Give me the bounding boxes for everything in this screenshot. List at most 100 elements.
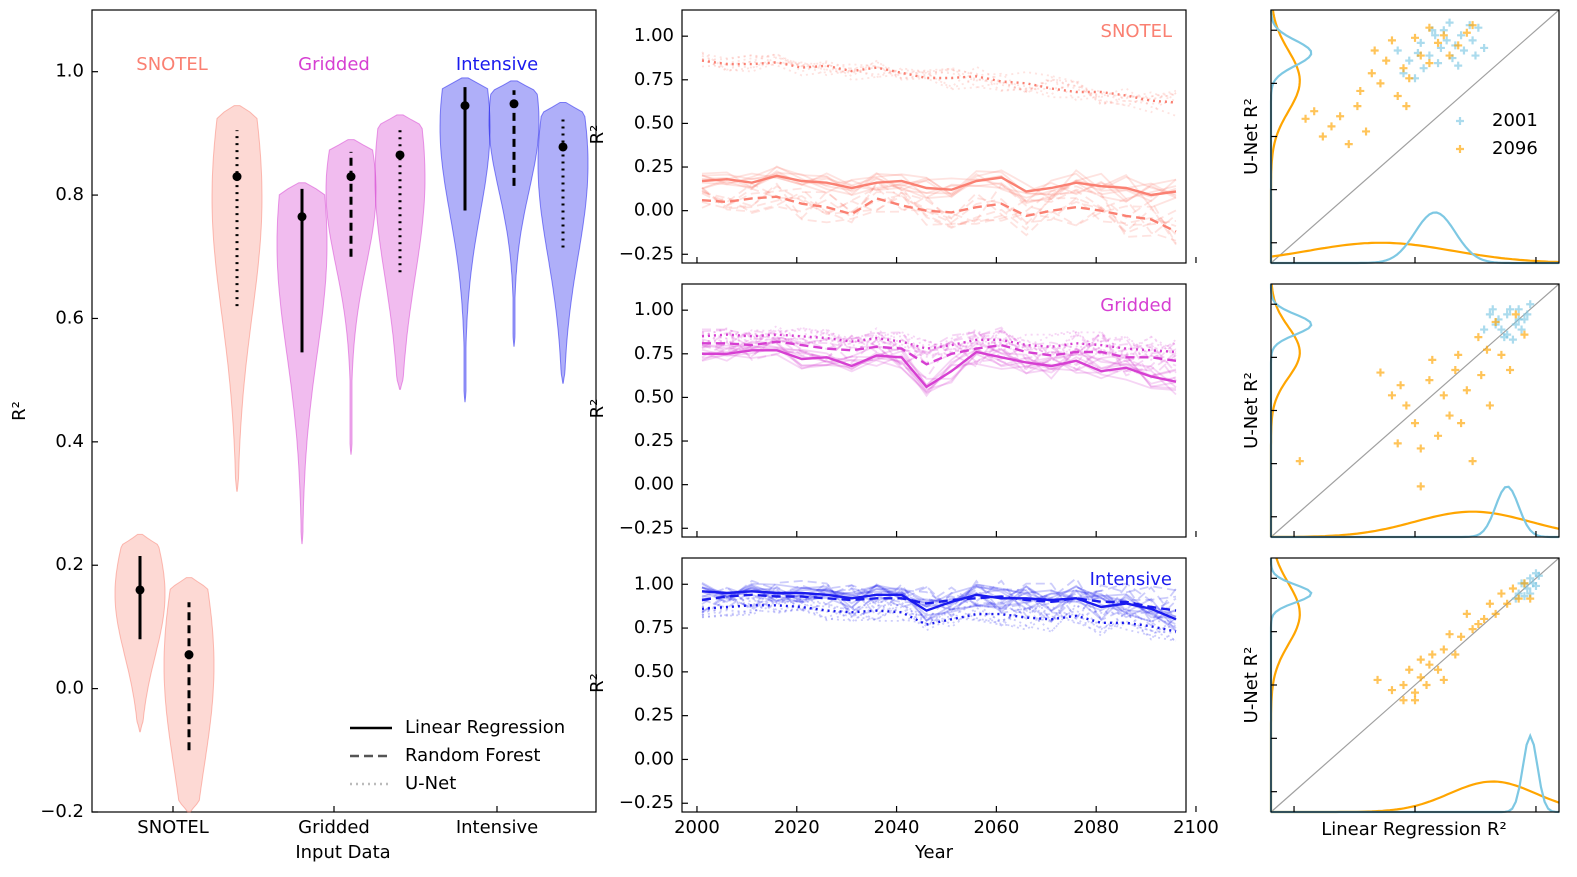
ensemble-member-line xyxy=(701,584,1177,632)
point-2096 xyxy=(1301,114,1310,123)
y-axis-label: U-Net R² xyxy=(1241,372,1262,449)
time-series-subplot-intensive: −0.25 0.00 0.25 0.50 0.75 1.00 2000 2020 2040 206… xyxy=(587,557,1219,838)
point-2096 xyxy=(1434,665,1443,674)
ensemble-member-line xyxy=(701,340,1177,393)
point-2096 xyxy=(1511,310,1520,319)
ensemble-member-line xyxy=(701,172,1177,203)
point-2001 xyxy=(1503,310,1512,319)
point-2001 xyxy=(1526,300,1535,309)
violin-intensive-u-net xyxy=(537,102,589,384)
ensemble-member-line xyxy=(701,329,1177,382)
point-2096 xyxy=(1393,439,1402,448)
x-tick-label: 2020 xyxy=(774,817,820,838)
point-2001 xyxy=(1425,51,1434,60)
series-snotel-random-forest xyxy=(701,195,1177,233)
point-2096 xyxy=(1503,599,1512,608)
point-2096 xyxy=(1376,79,1385,88)
kde-x-2096 xyxy=(1270,241,1560,264)
point-2096 xyxy=(1387,391,1396,400)
kde-x-2001 xyxy=(1271,485,1559,539)
point-2096 xyxy=(1439,675,1448,684)
point-2096 xyxy=(1367,69,1376,78)
ensemble-member-line xyxy=(701,597,1177,634)
point-2001 xyxy=(1459,46,1468,55)
point-2096 xyxy=(1497,350,1506,359)
point-2001 xyxy=(1436,43,1445,52)
legend-label-2001: 2001 xyxy=(1492,110,1538,131)
ensemble-member-line xyxy=(701,51,1177,100)
legend-marker-2001 xyxy=(1456,117,1464,125)
y-tick-label: −0.25 xyxy=(619,517,674,538)
y-tick-label: 0.25 xyxy=(634,705,674,726)
point-2096 xyxy=(1514,594,1523,603)
violin-intensive-random-forest xyxy=(488,80,540,347)
series-gridded-random-forest xyxy=(702,340,1177,366)
point-2096 xyxy=(1425,376,1434,385)
point-2096 xyxy=(1405,665,1414,674)
ensemble-member-line xyxy=(701,595,1177,641)
ensemble-member-line xyxy=(701,582,1177,621)
point-2001 xyxy=(1514,315,1523,324)
point-2001 xyxy=(1431,31,1440,40)
point-2096 xyxy=(1491,609,1500,618)
point-2001 xyxy=(1514,305,1523,314)
point-2001 xyxy=(1485,310,1494,319)
violin-median-point xyxy=(184,650,194,660)
ensemble-member-line xyxy=(701,186,1177,242)
point-2096 xyxy=(1376,368,1385,377)
ensemble-member-line xyxy=(701,327,1177,364)
point-2096 xyxy=(1508,584,1517,593)
ensemble-member-line xyxy=(701,328,1177,356)
y-tick-label: −0.25 xyxy=(619,792,674,813)
point-2096 xyxy=(1485,599,1494,608)
time-series-subplot-snotel: −0.25 0.00 0.25 0.50 0.75 1.00 R² SNOTEL xyxy=(587,9,1197,264)
y-axis-label: R² xyxy=(587,399,608,419)
point-2096 xyxy=(1416,444,1425,453)
y-axis-label: R² xyxy=(9,401,30,421)
point-2096 xyxy=(1399,696,1408,705)
point-2096 xyxy=(1411,688,1419,697)
point-2096 xyxy=(1402,401,1411,410)
ensemble-member-line xyxy=(701,181,1177,227)
point-2096 xyxy=(1411,696,1419,705)
y-tick-label: −0.2 xyxy=(40,801,84,822)
point-2001 xyxy=(1393,46,1402,55)
point-2001 xyxy=(1457,31,1466,40)
y-tick-label: 1.0 xyxy=(55,61,84,82)
identity-line xyxy=(1270,557,1560,813)
point-2096 xyxy=(1454,350,1463,359)
scatter-subplot-gridded: U-Net R² xyxy=(1241,283,1560,539)
time-series-subplot-gridded: −0.25 0.00 0.25 0.50 0.75 1.00 R² Gridded xyxy=(587,283,1197,538)
y-axis-label: U-Net R² xyxy=(1241,98,1262,175)
scatter-panel: U-Net R² 2001 2096 U-Net R² U-Net R² Linear R… xyxy=(1241,9,1560,840)
violin-intensive-linear-regression xyxy=(439,77,491,403)
ensemble-member-line xyxy=(701,330,1177,356)
ensemble-member-line xyxy=(701,324,1177,361)
y-tick-label: 0.25 xyxy=(634,430,674,451)
series-gridded-u-net xyxy=(701,333,1177,354)
point-2096 xyxy=(1445,411,1454,420)
point-2001 xyxy=(1506,305,1515,314)
point-2096 xyxy=(1477,371,1486,380)
point-2096 xyxy=(1416,482,1425,491)
y-tick-label: 0.75 xyxy=(634,343,674,364)
y-tick-label: 0.75 xyxy=(634,69,674,90)
ensemble-member-line xyxy=(701,182,1177,237)
point-2096 xyxy=(1387,36,1396,45)
point-2096 xyxy=(1462,28,1471,37)
time-series-panel: −0.25 0.00 0.25 0.50 0.75 1.00 R² SNOTEL −0.25 0.… xyxy=(587,9,1219,863)
series-intensive-linear-regression xyxy=(701,590,1177,621)
x-tick-label: 2060 xyxy=(973,817,1019,838)
group-label-snotel: SNOTEL xyxy=(136,54,207,75)
point-2096 xyxy=(1457,419,1466,428)
ensemble-member-line xyxy=(701,187,1177,246)
x-axis-label: Year xyxy=(914,842,954,863)
point-2096 xyxy=(1468,457,1477,466)
ensemble-member-line xyxy=(701,166,1177,205)
point-2096 xyxy=(1445,630,1454,639)
y-tick-label: 0.8 xyxy=(55,184,84,205)
point-2001 xyxy=(1445,18,1454,27)
panel-label-gridded: Gridded xyxy=(1100,295,1172,316)
point-2001 xyxy=(1534,571,1543,580)
point-2096 xyxy=(1526,594,1535,603)
